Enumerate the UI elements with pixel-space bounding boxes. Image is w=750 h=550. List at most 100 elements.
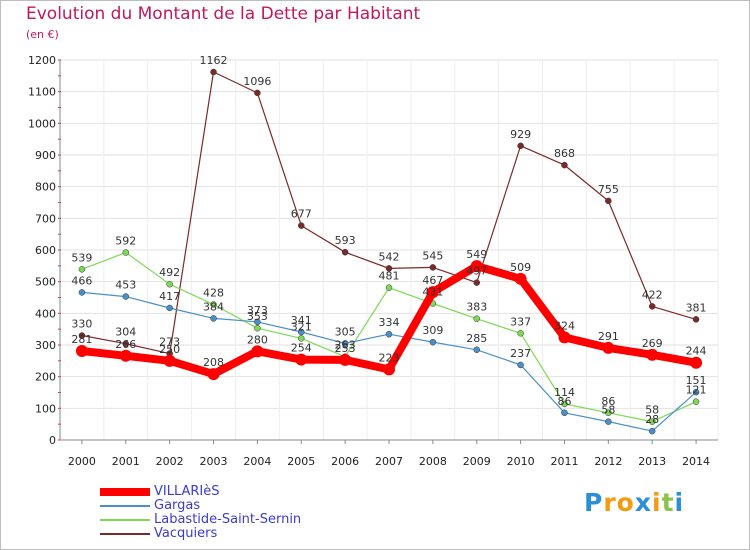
- y-tick-label: 800: [35, 181, 56, 194]
- data-point: [692, 388, 700, 396]
- data-point: [78, 289, 86, 296]
- x-tick-label: 2007: [375, 455, 403, 468]
- data-point: [122, 249, 130, 256]
- data-label: 542: [379, 250, 400, 263]
- y-tick-label: 1200: [28, 54, 56, 67]
- data-label: 28: [645, 413, 659, 426]
- legend-swatch: [100, 505, 150, 507]
- data-point: [473, 315, 480, 322]
- logo-letter: o: [616, 488, 635, 517]
- x-tick-label: 2014: [682, 455, 710, 468]
- y-tick-label: 400: [35, 307, 56, 320]
- data-label: 58: [601, 404, 615, 417]
- data-label: 151: [686, 374, 707, 387]
- y-tick-label: 700: [35, 212, 56, 225]
- data-point: [254, 318, 261, 326]
- data-point: [426, 286, 439, 299]
- data-label: 428: [203, 286, 224, 299]
- data-label: 592: [115, 235, 136, 248]
- data-point: [383, 363, 395, 376]
- data-label: 492: [159, 266, 180, 279]
- data-label: 86: [557, 395, 571, 408]
- data-label: 353: [247, 310, 268, 323]
- data-point: [166, 280, 173, 288]
- data-point: [692, 316, 700, 323]
- x-tick-label: 2004: [243, 455, 271, 468]
- data-label: 269: [642, 337, 663, 350]
- y-tick-label: 0: [49, 434, 56, 447]
- data-label: 422: [642, 288, 663, 301]
- logo-letter: P: [584, 488, 604, 517]
- x-tick-label: 2003: [200, 455, 228, 468]
- data-label: 384: [203, 300, 224, 313]
- x-tick-label: 2001: [112, 455, 140, 468]
- x-tick-label: 2002: [156, 455, 184, 468]
- data-point: [341, 340, 349, 347]
- data-label: 253: [335, 342, 356, 355]
- y-tick-label: 200: [35, 371, 56, 384]
- x-tick-label: 2008: [419, 455, 447, 468]
- data-point: [251, 345, 264, 358]
- data-point: [648, 427, 656, 435]
- x-tick-label: 2009: [463, 455, 491, 468]
- data-label: 466: [71, 274, 92, 287]
- data-point: [166, 304, 173, 312]
- logo-letter: i: [652, 488, 662, 517]
- data-point: [470, 260, 483, 273]
- data-label: 330: [71, 318, 92, 331]
- x-tick-label: 2006: [331, 455, 359, 468]
- data-point: [119, 349, 132, 362]
- data-label: 305: [335, 325, 356, 338]
- x-tick-label: 2010: [507, 455, 535, 468]
- logo-letter: r: [603, 488, 617, 517]
- data-point: [517, 142, 524, 150]
- legend-swatch: [100, 519, 150, 521]
- data-label: 383: [466, 301, 487, 314]
- data-point: [163, 354, 176, 367]
- data-label: 86: [601, 395, 615, 408]
- data-point: [692, 398, 700, 405]
- data-point: [210, 315, 217, 322]
- data-label: 237: [510, 347, 531, 360]
- legend-swatch: [100, 533, 150, 535]
- data-label: 381: [686, 301, 707, 314]
- data-label: 324: [554, 319, 575, 332]
- y-tick-label: 100: [35, 402, 56, 415]
- y-tick-label: 1000: [28, 117, 56, 130]
- data-point: [385, 284, 393, 291]
- logo-letter: t: [661, 488, 675, 517]
- data-label: 593: [335, 234, 356, 247]
- data-label: 677: [291, 208, 312, 221]
- data-label: 304: [115, 326, 136, 339]
- data-point: [558, 331, 571, 344]
- data-point: [561, 400, 568, 408]
- data-label: 254: [291, 342, 312, 355]
- data-point: [210, 68, 217, 76]
- logo-letter: i: [674, 488, 685, 517]
- data-label: 373: [247, 304, 268, 317]
- x-tick-label: 2000: [68, 455, 96, 468]
- data-point: [122, 293, 130, 300]
- data-label: 309: [422, 324, 443, 337]
- data-point: [561, 161, 568, 169]
- data-point: [514, 272, 527, 285]
- data-label: 273: [159, 336, 180, 349]
- legend-label: Gargas: [154, 498, 201, 513]
- data-point: [429, 264, 437, 271]
- data-label: 868: [554, 147, 575, 160]
- legend-label: VILLARIèS: [154, 484, 220, 499]
- data-point: [473, 346, 480, 353]
- data-label: 1162: [200, 54, 228, 67]
- data-point: [517, 330, 524, 337]
- data-label: 481: [379, 270, 400, 283]
- data-label: 497: [466, 265, 487, 278]
- y-tick-label: 500: [35, 276, 56, 289]
- data-label: 285: [466, 332, 487, 345]
- data-point: [605, 418, 612, 425]
- data-point: [78, 332, 86, 339]
- data-label: 431: [422, 286, 443, 299]
- data-label: 266: [115, 338, 136, 351]
- data-point: [602, 341, 615, 354]
- data-point: [295, 353, 308, 366]
